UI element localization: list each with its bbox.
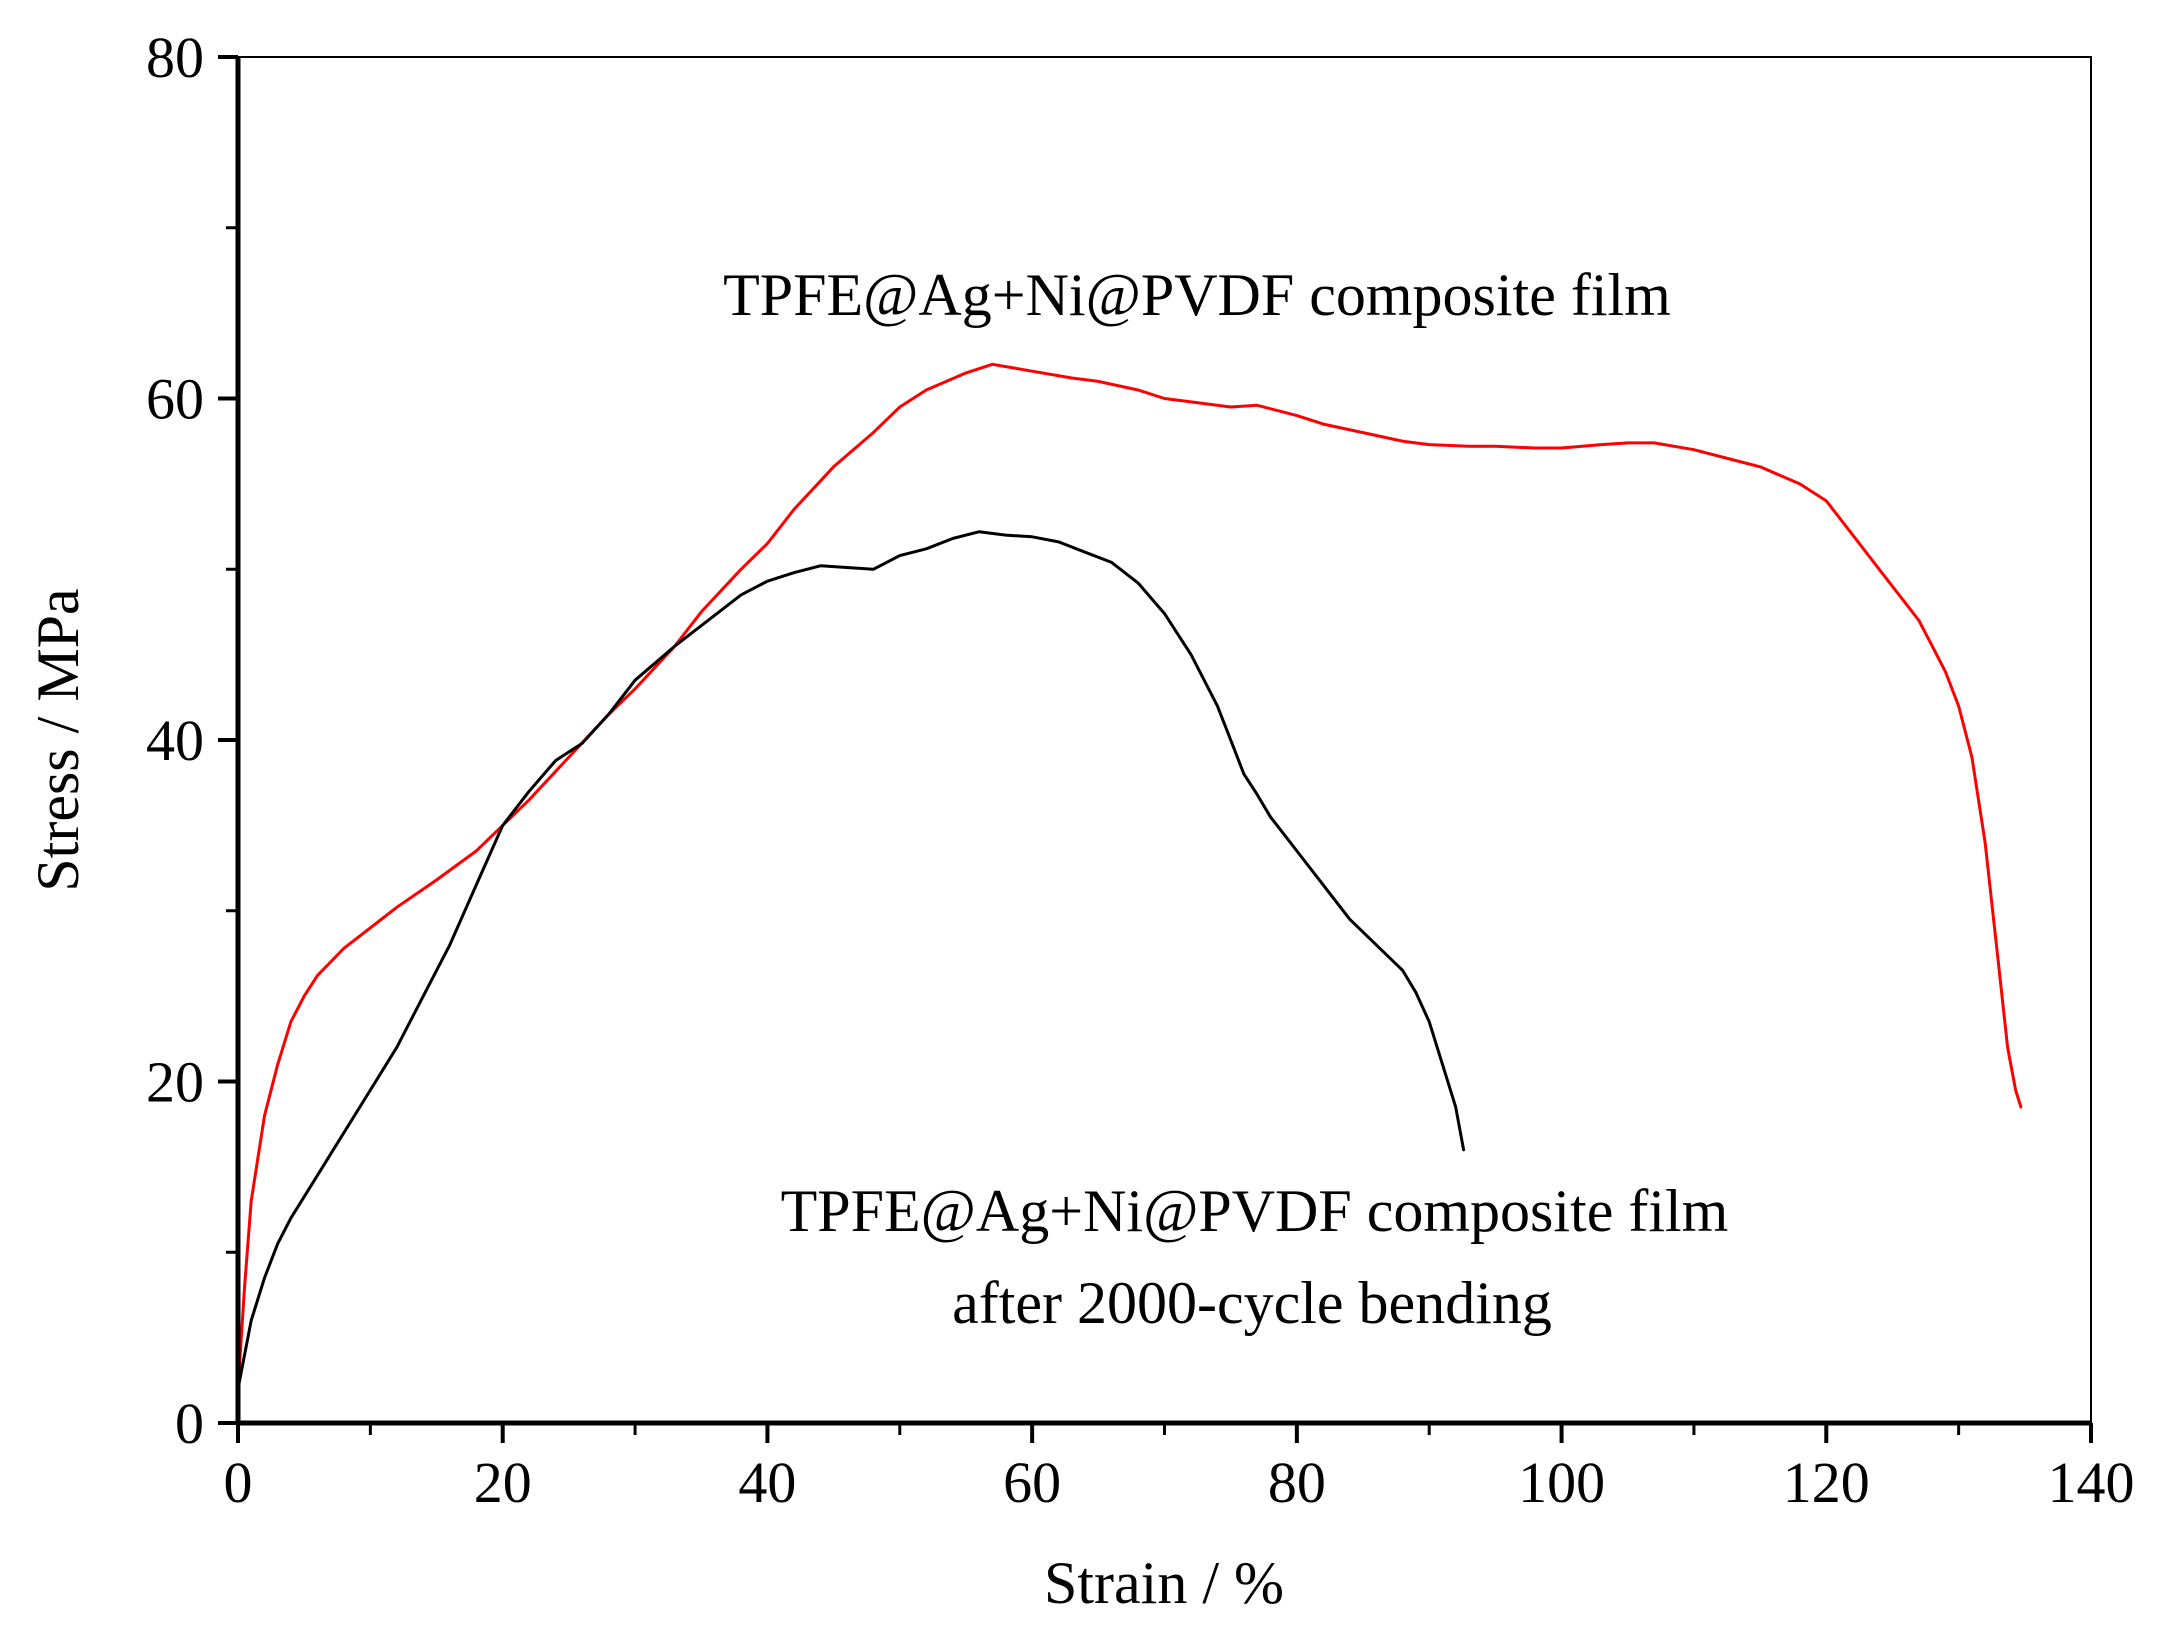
annotation-after-bending-line-1: TPFE@Ag+Ni@PVDF composite film (781, 1178, 1729, 1244)
y-tick-label-60: 60 (146, 367, 204, 432)
series-layer (236, 362, 2023, 1391)
x-tick-label-60: 60 (1003, 1450, 1061, 1515)
annotation-composite-film: TPFE@Ag+Ni@PVDF composite film (723, 262, 1671, 328)
annotation-after-bending: TPFE@Ag+Ni@PVDF composite film after 200… (781, 1178, 1744, 1336)
y-tick-label-0: 0 (175, 1391, 204, 1456)
x-tick-label-0: 0 (224, 1450, 253, 1515)
annotation-after-bending-line-2: after 2000-cycle bending (952, 1270, 1552, 1336)
x-tick-label-20: 20 (474, 1450, 532, 1515)
tick-layer: 0 20 40 60 80 100 120 140 0 20 40 60 80 (146, 25, 2135, 1515)
annotation-composite-film-line-1: TPFE@Ag+Ni@PVDF composite film (723, 262, 1671, 328)
x-tick-label-40: 40 (738, 1450, 796, 1515)
y-axis-title: Stress / MPa (25, 588, 91, 891)
x-tick-label-120: 120 (1783, 1450, 1870, 1515)
y-tick-label-80: 80 (146, 25, 204, 90)
series-line-0 (236, 362, 2023, 1391)
x-tick-label-140: 140 (2048, 1450, 2135, 1515)
x-axis-title: Strain / % (1044, 1550, 1284, 1616)
x-tick-label-100: 100 (1518, 1450, 1605, 1515)
y-tick-label-40: 40 (146, 708, 204, 773)
series-line-1 (236, 530, 1466, 1391)
x-tick-label-80: 80 (1268, 1450, 1326, 1515)
y-tick-label-20: 20 (146, 1050, 204, 1115)
